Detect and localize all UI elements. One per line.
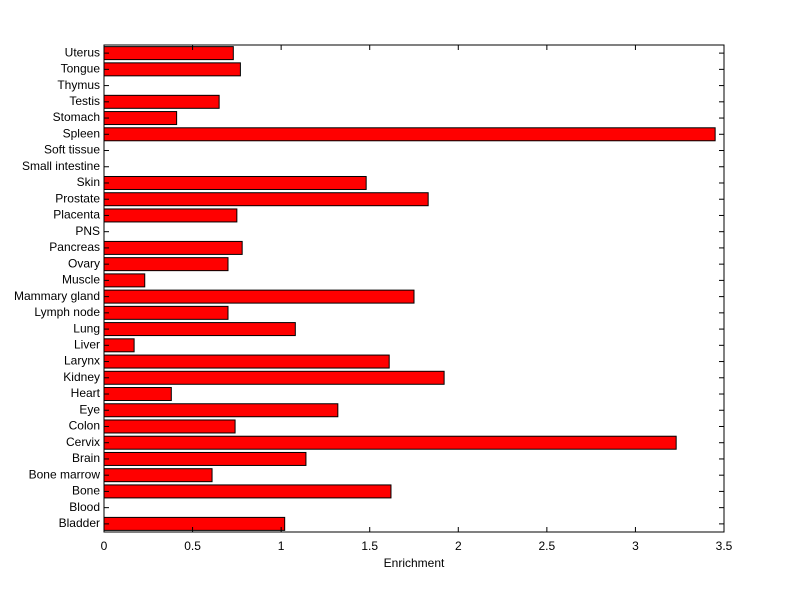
y-tick-label-larynx: Larynx xyxy=(64,354,100,368)
y-tick-label-prostate: Prostate xyxy=(55,191,100,205)
bar-bone xyxy=(103,484,392,499)
bar-testis xyxy=(103,94,220,109)
y-tick-label-blood: Blood xyxy=(69,500,100,514)
y-tick-label-lymph-node: Lymph node xyxy=(34,305,100,319)
y-tick-label-eye: Eye xyxy=(79,402,100,416)
bar-lymph-node xyxy=(103,305,229,320)
x-tick-label: 0 xyxy=(101,539,108,553)
bar-eye xyxy=(103,403,339,418)
bar-mammary-gland xyxy=(103,289,415,304)
y-tick-label-thymus: Thymus xyxy=(57,78,100,92)
bars-group xyxy=(103,46,716,531)
y-tick-label-bladder: Bladder xyxy=(59,516,100,530)
x-tick-label: 1 xyxy=(278,539,285,553)
bar-brain xyxy=(103,451,307,466)
y-tick-label-heart: Heart xyxy=(71,386,101,400)
y-tick-label-pancreas: Pancreas xyxy=(49,240,100,254)
x-tick-label: 1.5 xyxy=(361,539,378,553)
ticks-group xyxy=(103,45,725,532)
y-tick-label-soft-tissue: Soft tissue xyxy=(44,143,100,157)
y-tick-label-bone-marrow: Bone marrow xyxy=(29,467,101,481)
y-tick-label-mammary-gland: Mammary gland xyxy=(14,289,100,303)
bar-stomach xyxy=(103,111,178,126)
bar-muscle xyxy=(103,273,146,288)
bar-bone-marrow xyxy=(103,468,213,483)
bar-kidney xyxy=(103,370,445,385)
bar-spleen xyxy=(103,127,716,142)
x-tick-label: 3 xyxy=(632,539,639,553)
bar-prostate xyxy=(103,192,429,207)
bar-ovary xyxy=(103,257,229,272)
x-tick-labels: 0 0.5 1 1.5 2 2.5 3 3.5 xyxy=(101,539,733,553)
x-tick-label: 3.5 xyxy=(716,539,733,553)
bar-pancreas xyxy=(103,240,243,255)
y-tick-label-lung: Lung xyxy=(73,321,100,335)
y-tick-label-skin: Skin xyxy=(77,175,100,189)
bar-tongue xyxy=(103,62,241,77)
x-tick-label: 2 xyxy=(455,539,462,553)
y-tick-label-pns: PNS xyxy=(75,224,100,238)
bar-bladder xyxy=(103,516,286,531)
y-tick-label-bone: Bone xyxy=(72,484,100,498)
bar-cervix xyxy=(103,435,677,450)
y-tick-label-ovary: Ovary xyxy=(68,256,100,270)
bar-lung xyxy=(103,322,296,337)
bar-colon xyxy=(103,419,236,434)
y-tick-label-testis: Testis xyxy=(69,94,100,108)
x-tick-label: 2.5 xyxy=(539,539,556,553)
y-tick-label-colon: Colon xyxy=(69,419,100,433)
bar-skin xyxy=(103,175,367,190)
x-tick-label: 0.5 xyxy=(184,539,201,553)
y-tick-labels: Bladder Blood Bone Bone marrow Brain Cervix Co… xyxy=(14,45,101,530)
y-tick-label-muscle: Muscle xyxy=(62,273,100,287)
bar-uterus xyxy=(103,46,234,61)
y-tick-label-kidney: Kidney xyxy=(63,370,100,384)
y-tick-label-uterus: Uterus xyxy=(65,45,100,59)
bar-heart xyxy=(103,387,172,402)
y-tick-label-placenta: Placenta xyxy=(53,208,100,222)
bar-larynx xyxy=(103,354,390,369)
y-tick-label-liver: Liver xyxy=(74,337,100,351)
x-axis-title: Enrichment xyxy=(384,556,445,570)
y-tick-label-spleen: Spleen xyxy=(63,126,100,140)
y-tick-label-tongue: Tongue xyxy=(61,62,101,76)
bar-placenta xyxy=(103,208,238,223)
y-tick-label-small-intestine: Small intestine xyxy=(22,159,100,173)
y-tick-label-cervix: Cervix xyxy=(66,435,100,449)
y-tick-label-stomach: Stomach xyxy=(53,110,100,124)
plot-frame xyxy=(103,44,725,533)
y-tick-label-brain: Brain xyxy=(72,451,100,465)
